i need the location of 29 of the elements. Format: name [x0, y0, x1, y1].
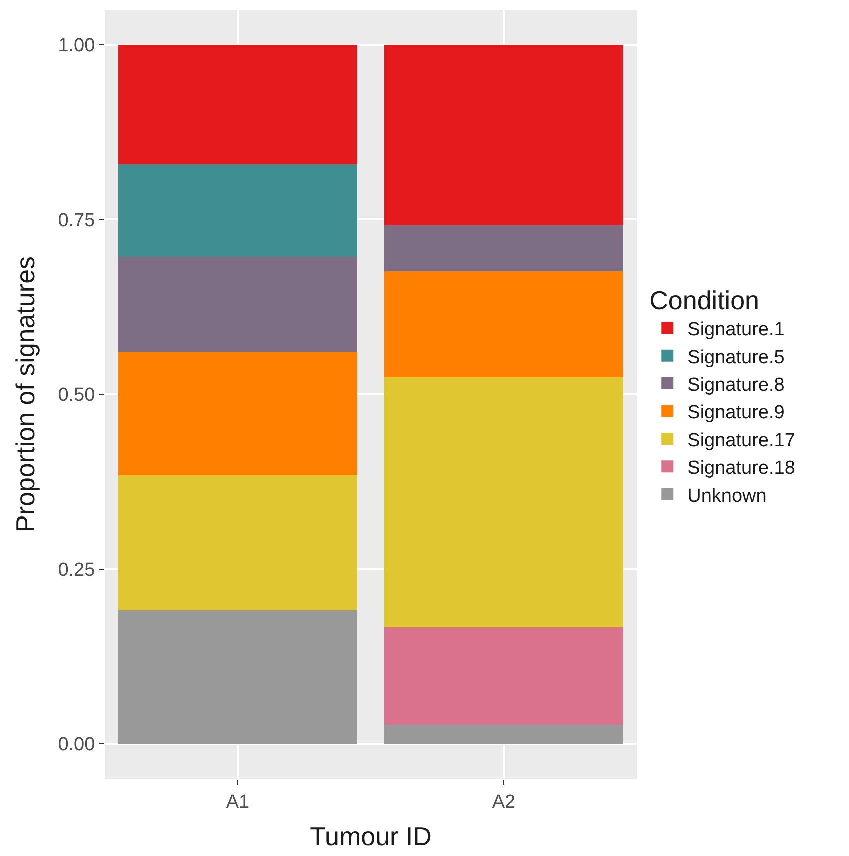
- x-tick-label: A1: [226, 792, 250, 813]
- bar: [384, 271, 624, 378]
- bar: [384, 225, 624, 272]
- x-tick-label: A2: [492, 792, 516, 813]
- legend-label: Signature.17: [688, 430, 796, 452]
- bar: [384, 378, 624, 628]
- bar: [118, 256, 358, 352]
- bar: [118, 44, 358, 164]
- bar: [384, 627, 624, 726]
- legend-label: Signature.5: [688, 347, 785, 368]
- legend-label: Unknown: [688, 486, 767, 507]
- y-axis-title: Proportion of signatures: [10, 256, 41, 533]
- legend-label: Signature.8: [688, 374, 785, 396]
- bar: [118, 476, 358, 611]
- y-tick-label: 0.75: [58, 210, 96, 232]
- bar: [384, 44, 624, 226]
- legend-label: Signature.1: [688, 320, 785, 341]
- y-tick-label: 0.50: [58, 385, 96, 406]
- legend-title: Condition: [650, 285, 760, 316]
- y-tick-label: 0.25: [58, 560, 96, 581]
- bar: [118, 352, 358, 476]
- legend-label: Signature.9: [688, 402, 785, 424]
- y-tick-label: 1.00: [58, 36, 96, 57]
- bar: [384, 725, 624, 744]
- bar: [118, 164, 358, 257]
- x-axis-title: Tumour ID: [310, 822, 432, 852]
- y-tick-label: 0.00: [58, 734, 96, 756]
- legend-label: Signature.18: [688, 458, 796, 480]
- bar: [118, 610, 358, 744]
